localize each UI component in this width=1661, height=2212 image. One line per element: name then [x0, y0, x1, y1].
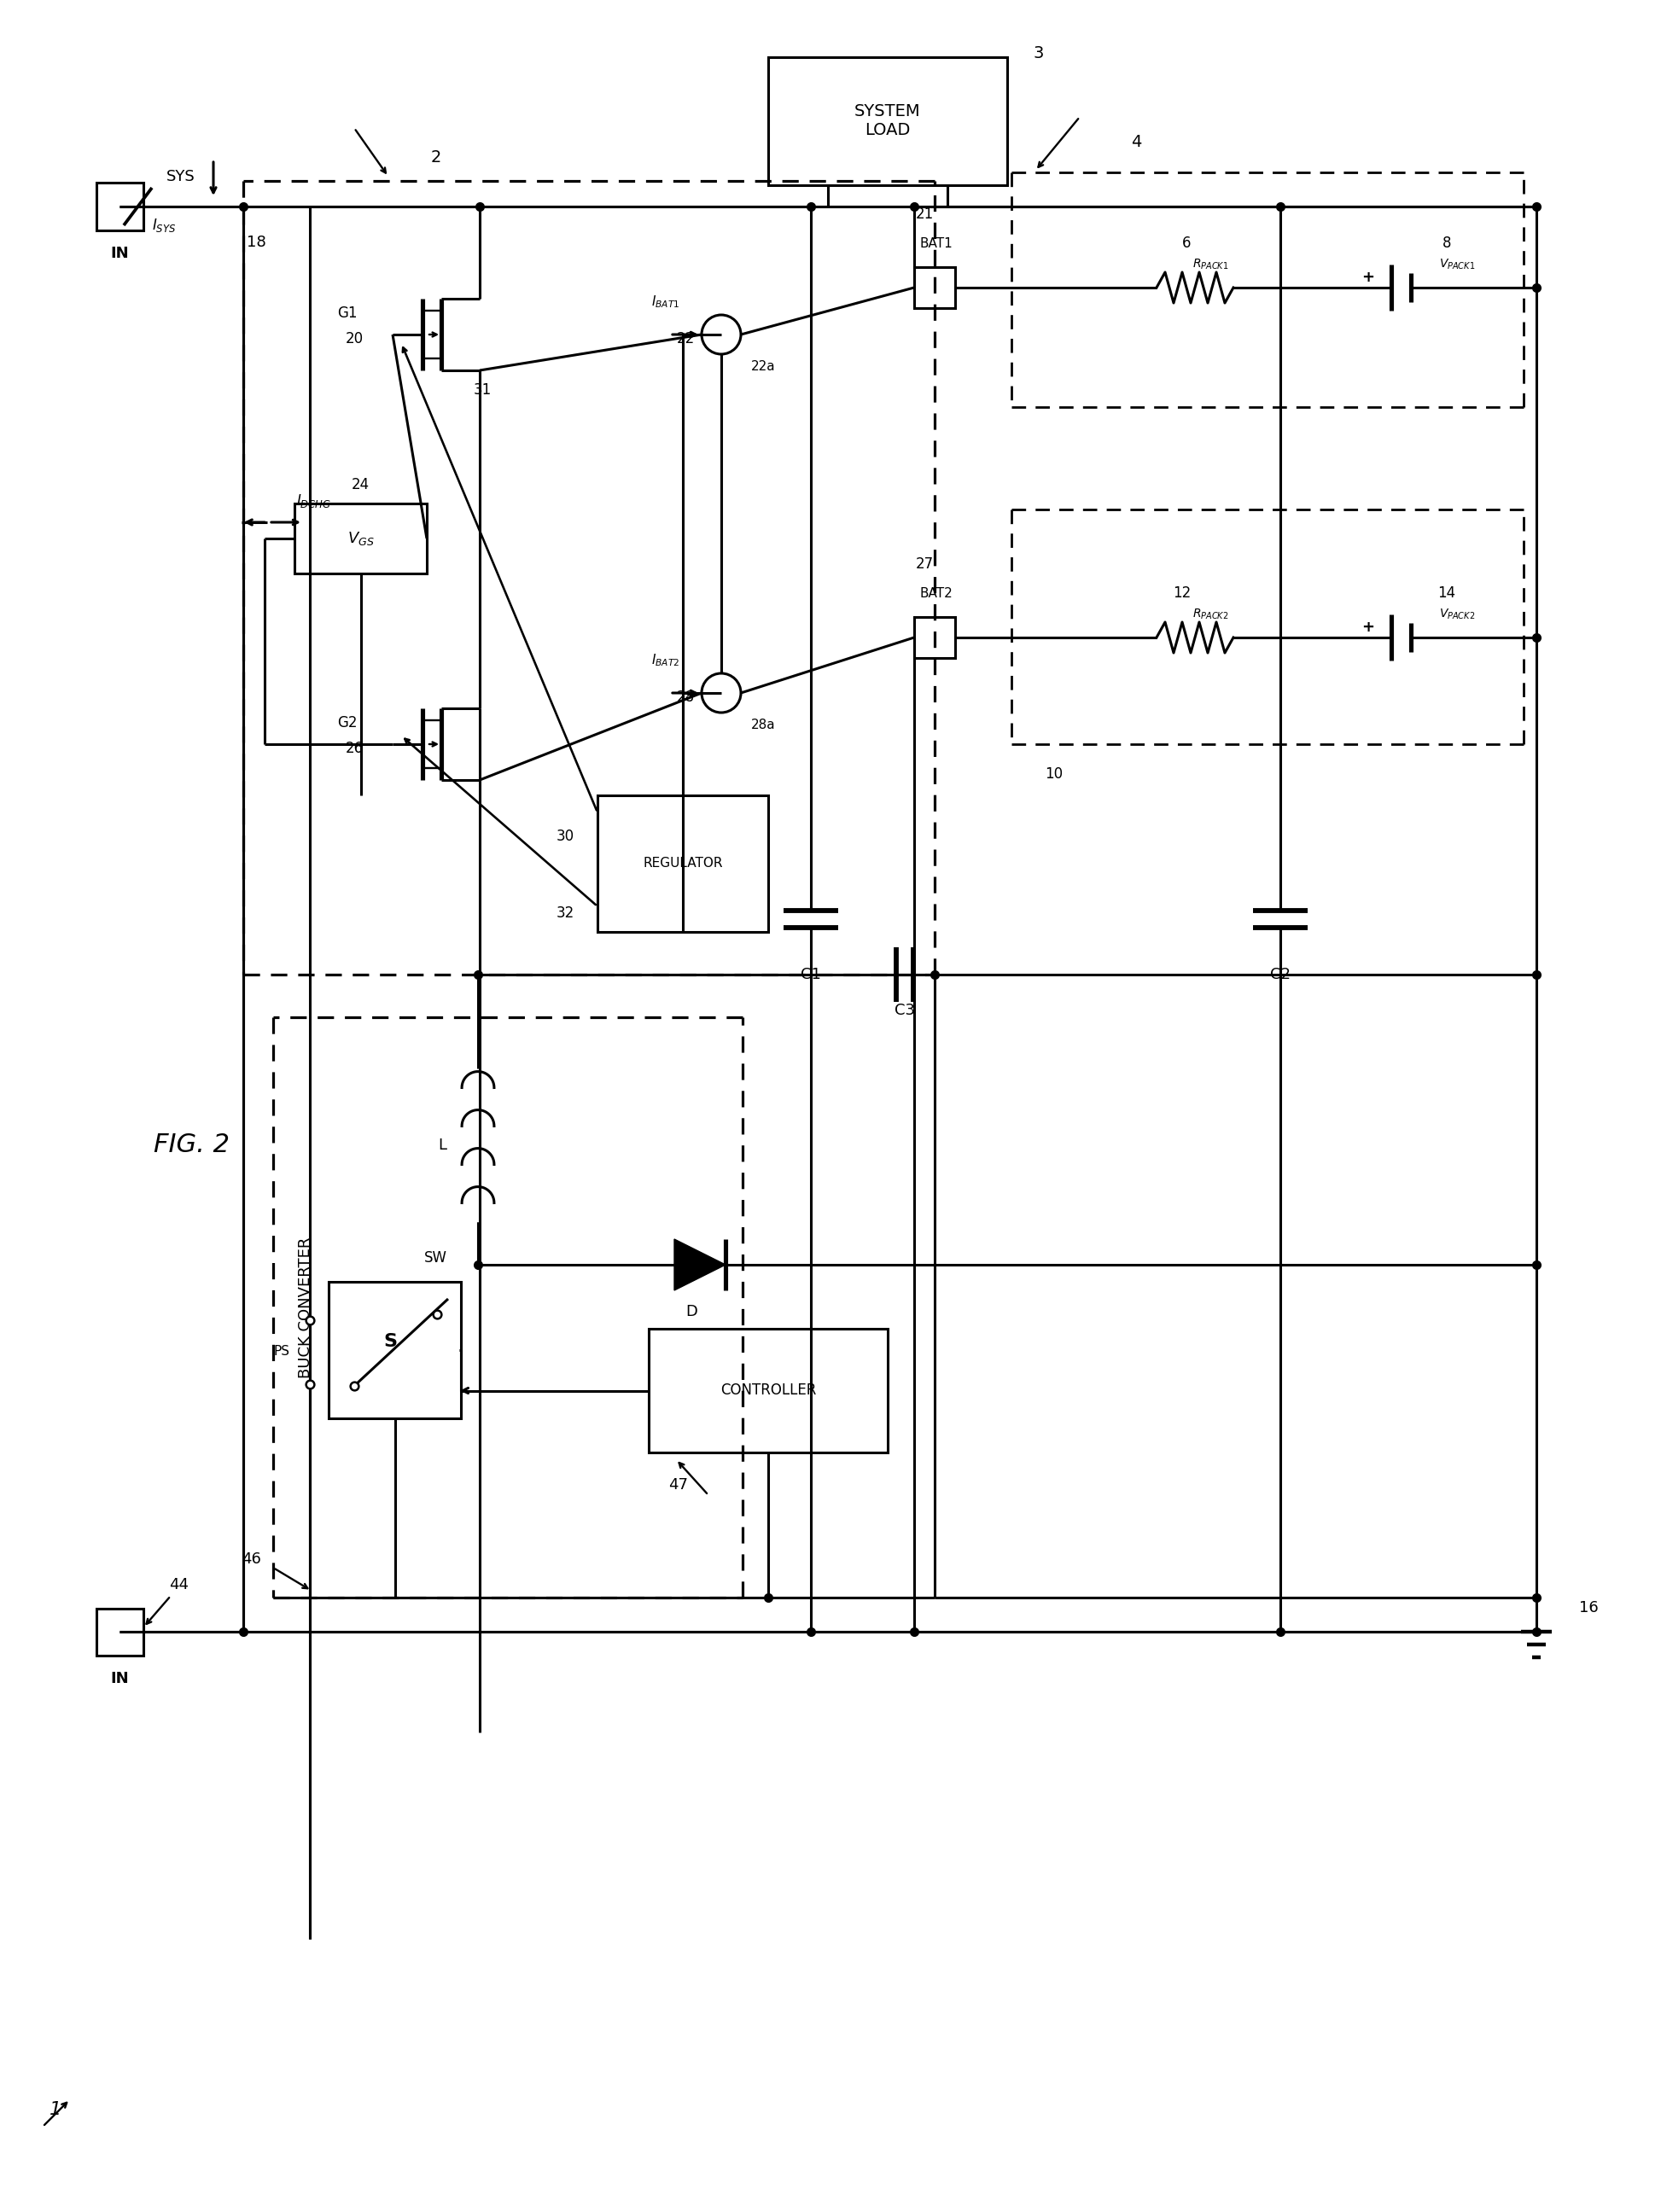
Text: REGULATOR: REGULATOR — [643, 858, 723, 869]
Text: L: L — [439, 1137, 447, 1152]
Text: 3: 3 — [1033, 44, 1043, 62]
Text: SW: SW — [424, 1250, 447, 1265]
Text: $R_{PACK2}$: $R_{PACK2}$ — [1193, 608, 1229, 622]
Text: $V_{GS}$: $V_{GS}$ — [347, 531, 374, 546]
Text: 6: 6 — [1183, 234, 1191, 250]
Text: $R_{PACK1}$: $R_{PACK1}$ — [1193, 257, 1229, 272]
Text: C3: C3 — [895, 1002, 915, 1018]
Text: 32: 32 — [556, 905, 575, 920]
Text: $V_{PACK2}$: $V_{PACK2}$ — [1438, 608, 1475, 622]
Text: 31: 31 — [473, 383, 492, 398]
Text: 46: 46 — [243, 1551, 261, 1566]
Text: G2: G2 — [337, 714, 357, 730]
Text: 47: 47 — [669, 1478, 688, 1493]
Text: 28: 28 — [676, 690, 694, 706]
Text: BAT1: BAT1 — [920, 237, 953, 250]
Bar — [598, 796, 767, 931]
Text: BAT2: BAT2 — [920, 586, 953, 599]
Text: D: D — [686, 1305, 698, 1318]
Text: SYSTEM
LOAD: SYSTEM LOAD — [854, 104, 920, 139]
Bar — [914, 617, 955, 657]
Text: 24: 24 — [352, 478, 370, 493]
Text: 28a: 28a — [751, 719, 776, 732]
Bar — [329, 1281, 460, 1418]
Bar — [649, 1329, 887, 1453]
Text: FIG. 2: FIG. 2 — [153, 1133, 229, 1157]
Text: 10: 10 — [1045, 765, 1063, 781]
Text: +: + — [1362, 619, 1375, 635]
Text: $I_{DCHG}$: $I_{DCHG}$ — [296, 493, 331, 509]
Text: 2: 2 — [432, 148, 442, 166]
Bar — [96, 184, 143, 230]
Text: 30: 30 — [556, 830, 575, 845]
Text: 8: 8 — [1442, 234, 1452, 250]
Text: C2: C2 — [1271, 967, 1291, 982]
Text: $I_{BAT1}$: $I_{BAT1}$ — [651, 294, 679, 310]
Text: BUCK CONVERTER: BUCK CONVERTER — [297, 1237, 314, 1378]
Text: 44: 44 — [169, 1577, 189, 1593]
Text: 20: 20 — [345, 332, 364, 347]
Text: S: S — [384, 1334, 397, 1349]
Text: +: + — [1362, 270, 1375, 285]
Text: $V_{PACK1}$: $V_{PACK1}$ — [1438, 257, 1475, 272]
Text: 27: 27 — [915, 557, 933, 571]
Text: IN: IN — [110, 246, 128, 261]
Text: IN: IN — [110, 1672, 128, 1688]
Text: PS: PS — [274, 1345, 289, 1358]
Bar — [914, 268, 955, 307]
Bar — [294, 504, 427, 573]
Text: CONTROLLER: CONTROLLER — [721, 1382, 816, 1398]
Bar — [767, 58, 1007, 186]
Text: 16: 16 — [1580, 1599, 1598, 1615]
Text: G1: G1 — [337, 305, 357, 321]
Text: 18: 18 — [246, 234, 266, 250]
Text: 14: 14 — [1438, 586, 1455, 602]
Text: 4: 4 — [1131, 135, 1141, 150]
Polygon shape — [674, 1239, 726, 1290]
Text: 22a: 22a — [751, 361, 776, 374]
Text: 21: 21 — [915, 206, 933, 221]
Text: $I_{SYS}$: $I_{SYS}$ — [151, 217, 176, 234]
Text: 12: 12 — [1173, 586, 1191, 602]
Bar — [96, 1608, 143, 1655]
Text: 22: 22 — [676, 332, 694, 347]
Text: 1: 1 — [50, 2101, 61, 2119]
Text: C1: C1 — [801, 967, 821, 982]
Text: SYS: SYS — [166, 168, 196, 184]
Text: 26: 26 — [345, 741, 364, 757]
Text: $I_{BAT2}$: $I_{BAT2}$ — [651, 653, 679, 668]
